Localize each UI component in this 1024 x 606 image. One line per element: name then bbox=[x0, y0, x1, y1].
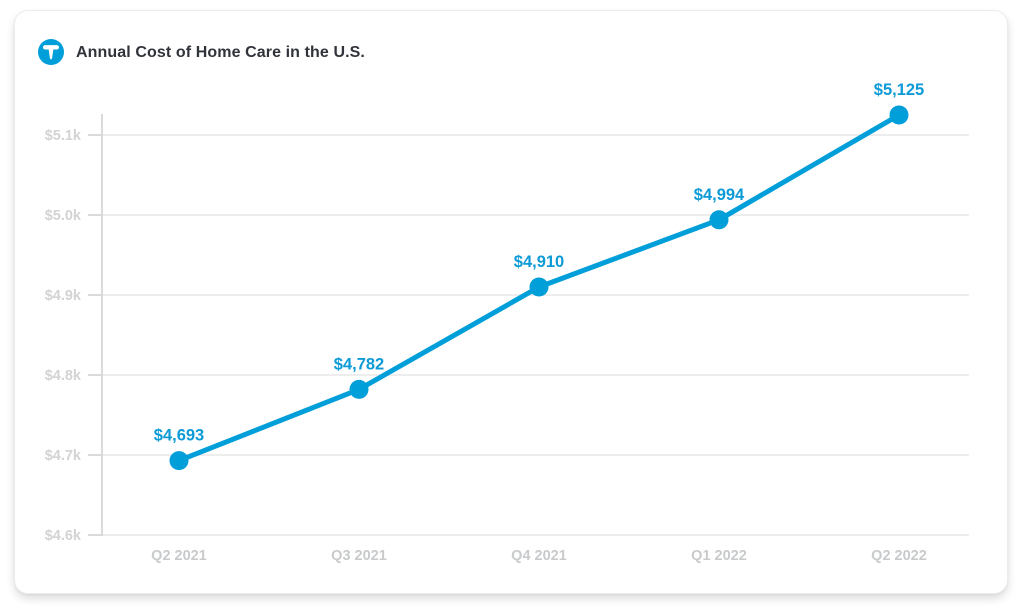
y-tick-label: $4.8k bbox=[45, 368, 82, 384]
data-point-label: $4,693 bbox=[154, 427, 204, 445]
x-tick-label: Q3 2021 bbox=[331, 548, 387, 564]
data-point-label: $5,125 bbox=[874, 81, 924, 99]
x-tick-label: Q2 2022 bbox=[871, 548, 927, 564]
chart-card: Annual Cost of Home Care in the U.S. $4.… bbox=[14, 10, 1008, 594]
y-tick-label: $4.6k bbox=[45, 528, 82, 544]
y-tick-label: $5.0k bbox=[45, 208, 82, 224]
data-point[interactable] bbox=[529, 277, 549, 297]
logo-t-stem bbox=[48, 49, 54, 60]
y-tick-label: $4.9k bbox=[45, 288, 82, 304]
data-point-label: $4,994 bbox=[694, 186, 745, 204]
data-point[interactable] bbox=[709, 210, 729, 230]
x-tick-label: Q1 2022 bbox=[691, 548, 747, 564]
chart-title: Annual Cost of Home Care in the U.S. bbox=[76, 44, 365, 61]
thumbtack-logo-icon bbox=[38, 39, 64, 65]
y-tick-label: $5.1k bbox=[45, 128, 82, 144]
data-point[interactable] bbox=[169, 451, 189, 471]
data-point[interactable] bbox=[889, 105, 909, 125]
data-point-label: $4,910 bbox=[514, 253, 564, 271]
cost-line-chart: $4.6k $4.7k $4.8k $4.9k $5.0k $5.1k Q2 2021 Q3 … bbox=[45, 81, 969, 564]
x-tick-label: Q2 2021 bbox=[151, 548, 207, 564]
y-tick-label: $4.7k bbox=[45, 448, 82, 464]
data-point-label: $4,782 bbox=[334, 355, 384, 373]
logo-t-bar bbox=[43, 45, 59, 50]
x-tick-label: Q4 2021 bbox=[511, 548, 567, 564]
data-point[interactable] bbox=[349, 379, 369, 399]
